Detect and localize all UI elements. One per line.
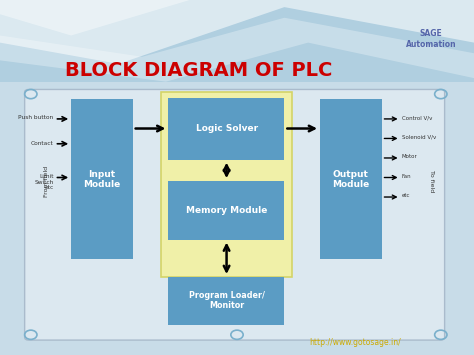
Text: Motor: Motor	[402, 154, 418, 159]
Text: http://www.gotosage.in/: http://www.gotosage.in/	[310, 338, 401, 347]
Text: BLOCK DIAGRAM OF PLC: BLOCK DIAGRAM OF PLC	[65, 61, 333, 81]
Text: From field: From field	[44, 165, 49, 197]
Polygon shape	[0, 0, 474, 64]
Text: Logic Solver: Logic Solver	[195, 124, 258, 133]
Text: To field: To field	[429, 170, 434, 192]
FancyBboxPatch shape	[161, 92, 292, 277]
Text: Output
Module: Output Module	[332, 170, 369, 189]
FancyBboxPatch shape	[0, 0, 474, 82]
FancyBboxPatch shape	[71, 99, 133, 259]
Text: Memory Module: Memory Module	[186, 206, 267, 215]
Text: Input
Module: Input Module	[83, 170, 120, 189]
FancyBboxPatch shape	[25, 89, 445, 340]
Text: SAGE
Automation: SAGE Automation	[406, 29, 456, 49]
Text: Solenoid V/v: Solenoid V/v	[402, 135, 436, 140]
FancyBboxPatch shape	[168, 181, 284, 240]
Text: etc: etc	[402, 193, 410, 198]
Text: Contact: Contact	[31, 141, 54, 146]
Text: Program Loader/
Monitor: Program Loader/ Monitor	[189, 291, 264, 310]
Text: Fan: Fan	[402, 174, 411, 179]
Text: Control V/v: Control V/v	[402, 115, 432, 120]
Text: Push button: Push button	[18, 115, 54, 120]
FancyBboxPatch shape	[168, 98, 284, 160]
FancyBboxPatch shape	[320, 99, 382, 259]
FancyBboxPatch shape	[168, 277, 284, 325]
Polygon shape	[0, 0, 213, 36]
Text: Limit
Switch
etc: Limit Switch etc	[34, 174, 54, 190]
Polygon shape	[0, 18, 474, 82]
